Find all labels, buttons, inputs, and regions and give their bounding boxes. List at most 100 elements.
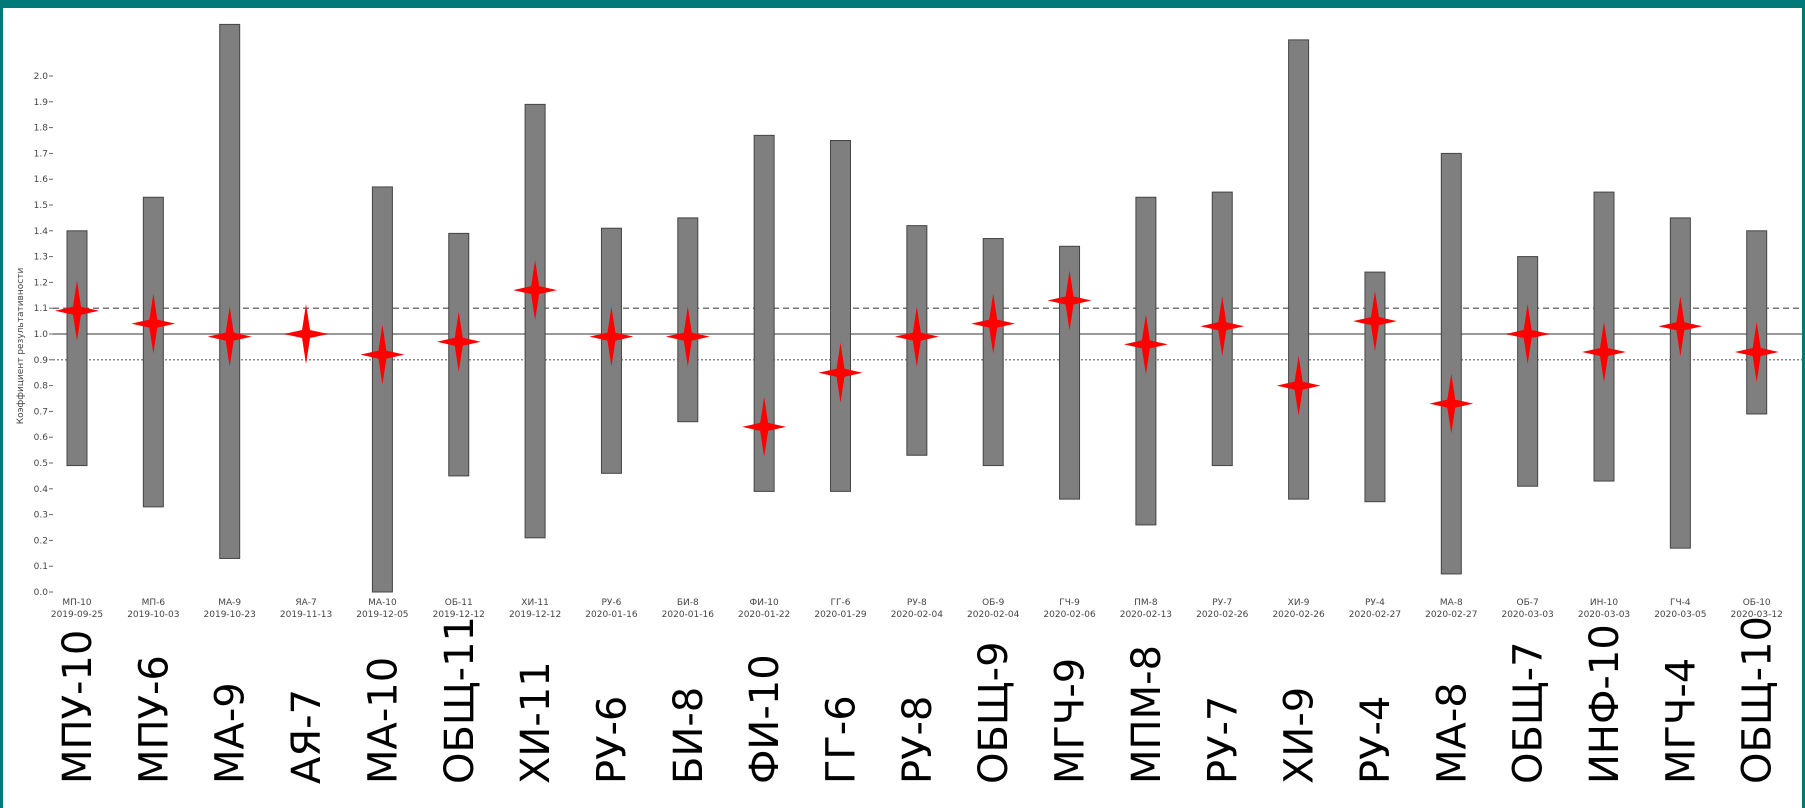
- y-tick-label: 1.1: [34, 304, 48, 314]
- category-date-label: 2020-03-03: [1578, 610, 1630, 620]
- y-tick-label: 1.0: [34, 330, 49, 340]
- y-tick-label: 1.5: [34, 201, 48, 211]
- category-code-label: ХИ-11: [521, 598, 549, 608]
- category-labels: МП-10 2019-09-25 МП-6 2019-10-03 МА-9 2019-10…: [51, 598, 1783, 620]
- range-bar: [1288, 39, 1310, 500]
- y-tick-label: 2.0: [34, 72, 49, 82]
- range-bar: [1517, 256, 1539, 487]
- category-code-label: РУ-4: [1365, 598, 1385, 608]
- star-marker: [436, 311, 481, 372]
- range-bar: [524, 103, 546, 539]
- star-marker: [360, 324, 405, 385]
- category-code-label: ОБ-10: [1743, 598, 1771, 608]
- category-code-label: ПМ-8: [1134, 598, 1158, 608]
- category-date-label: 2020-03-05: [1654, 610, 1706, 620]
- star-marker: [1200, 296, 1245, 357]
- category-date-label: 2020-02-04: [967, 610, 1020, 620]
- category-date-label: 2020-01-22: [738, 610, 790, 620]
- star-marker: [1352, 291, 1397, 352]
- star-marker: [284, 304, 329, 364]
- big-category-label: ХИ-9: [1277, 687, 1323, 784]
- big-category-label: РУ-6: [589, 696, 635, 784]
- y-tick-label: 0.2: [34, 536, 48, 546]
- range-bar: [1364, 271, 1386, 503]
- y-tick-label: 0.8: [34, 382, 49, 392]
- category-code-label: ОБ-7: [1517, 598, 1539, 608]
- y-tick-label: 0.6: [34, 433, 49, 443]
- big-category-label: ОБЩ-10: [1735, 616, 1781, 784]
- category-code-label: ГЧ-9: [1059, 598, 1080, 608]
- big-category-label: ФИ-10: [742, 654, 788, 784]
- big-category-label: ОБЩ-9: [971, 641, 1017, 784]
- category-code-label: МА-9: [218, 598, 241, 608]
- star-marker: [665, 306, 710, 367]
- star-marker: [131, 293, 176, 354]
- category-code-label: РУ-6: [602, 598, 622, 608]
- category-date-label: 2019-12-12: [433, 610, 485, 620]
- y-tick-label: 0.7: [34, 407, 48, 417]
- big-category-label: ОБЩ-7: [1506, 641, 1552, 784]
- y-tick-label: 0.0: [34, 588, 49, 598]
- category-date-label: 2020-02-27: [1425, 610, 1477, 620]
- y-tick-label: 0.4: [34, 485, 49, 495]
- big-category-label: РУ-7: [1200, 696, 1246, 784]
- category-code-label: ЯА-7: [295, 598, 316, 608]
- big-category-label: МА-8: [1429, 682, 1475, 784]
- category-code-label: МП-6: [142, 598, 166, 608]
- category-code-label: ОБ-11: [445, 598, 473, 608]
- big-category-label: АЯ-7: [284, 689, 330, 784]
- big-category-label: МА-9: [208, 682, 254, 784]
- big-category-labels: МПУ-10 МПУ-6 МА-9 АЯ-7 МА-10 ОБЩ-11 ХИ-11 РУ-6 Б…: [55, 616, 1781, 784]
- big-category-label: РУ-4: [1353, 696, 1399, 784]
- y-tick-label: 1.8: [34, 124, 49, 134]
- category-date-label: 2020-02-13: [1120, 610, 1172, 620]
- big-category-label: БИ-8: [666, 687, 712, 784]
- y-axis-label: Коэффициент результативности: [16, 268, 26, 425]
- category-date-label: 2020-02-04: [891, 610, 944, 620]
- value-markers: [55, 260, 1779, 457]
- category-code-label: ФИ-10: [750, 598, 779, 608]
- y-tick-label: 1.4: [34, 227, 49, 237]
- category-date-label: 2019-12-05: [356, 610, 408, 620]
- category-date-label: 2020-01-16: [662, 610, 715, 620]
- y-tick-label: 0.5: [34, 459, 48, 469]
- y-tick-label: 1.2: [34, 278, 48, 288]
- star-marker: [894, 306, 939, 367]
- star-marker: [1505, 304, 1550, 364]
- category-date-label: 2020-01-29: [814, 610, 867, 620]
- category-date-label: 2019-09-25: [51, 610, 103, 620]
- y-tick-label: 1.9: [34, 98, 49, 108]
- big-category-label: ОБЩ-11: [437, 616, 483, 784]
- category-code-label: РУ-7: [1212, 598, 1232, 608]
- y-tick-label: 0.3: [34, 511, 48, 521]
- category-code-label: МП-10: [62, 598, 92, 608]
- category-date-label: 2020-02-26: [1196, 610, 1249, 620]
- category-code-label: МА-8: [1440, 598, 1463, 608]
- chart-frame: 0.0 0.1 0.2 0.3 0.4 0.5 0.6 0.7 0.8 0.9 1.0 1.1 1.2 1…: [3, 8, 1802, 808]
- big-category-label: МПУ-10: [55, 630, 101, 784]
- range-bar: [830, 140, 851, 492]
- category-code-label: ИН-10: [1590, 598, 1618, 608]
- star-marker: [971, 293, 1016, 354]
- category-date-label: 2019-10-23: [204, 610, 256, 620]
- range-bar: [753, 134, 775, 492]
- big-category-label: МГЧ-9: [1048, 658, 1094, 784]
- range-bar: [66, 230, 88, 467]
- star-marker: [742, 396, 787, 457]
- big-category-label: МА-10: [360, 657, 406, 784]
- y-tick-label: 0.1: [34, 562, 48, 572]
- category-date-label: 2020-01-16: [585, 610, 638, 620]
- big-category-label: ХИ-11: [513, 661, 559, 784]
- category-date-label: 2020-03-03: [1501, 610, 1553, 620]
- big-category-label: МПУ-6: [131, 655, 177, 784]
- y-tick-label: 1.7: [34, 149, 48, 159]
- range-chart: 0.0 0.1 0.2 0.3 0.4 0.5 0.6 0.7 0.8 0.9 1.0 1.1 1.2 1…: [16, 23, 1802, 784]
- range-bar: [1059, 245, 1081, 500]
- star-marker: [1734, 322, 1779, 383]
- category-date-label: 2020-02-06: [1043, 610, 1096, 620]
- category-date-label: 2019-10-03: [127, 610, 179, 620]
- category-date-label: 2019-11-13: [280, 610, 332, 620]
- range-bar: [371, 186, 393, 593]
- category-code-label: ОБ-9: [982, 598, 1005, 608]
- star-marker: [1276, 355, 1321, 416]
